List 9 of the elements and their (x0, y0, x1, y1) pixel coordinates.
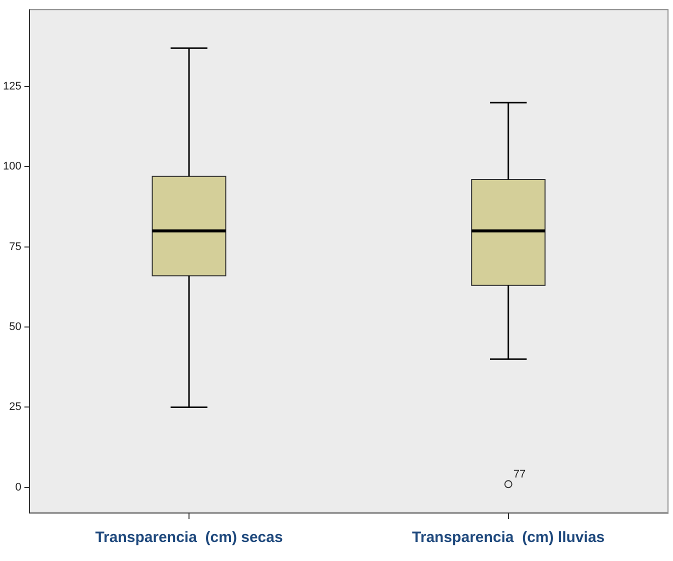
y-tick-label: 75 (9, 240, 22, 253)
y-tick-label: 25 (9, 401, 22, 414)
y-tick-label: 0 (15, 481, 22, 494)
annotation: 77 (513, 468, 526, 481)
y-tick-label: 50 (9, 321, 22, 334)
x-tick-label: Transparencia (cm) lluvias (412, 529, 605, 546)
y-tick-label: 125 (2, 80, 22, 93)
x-tick-label: Transparencia (cm) secas (95, 529, 283, 546)
y-tick-label: 100 (2, 160, 22, 173)
